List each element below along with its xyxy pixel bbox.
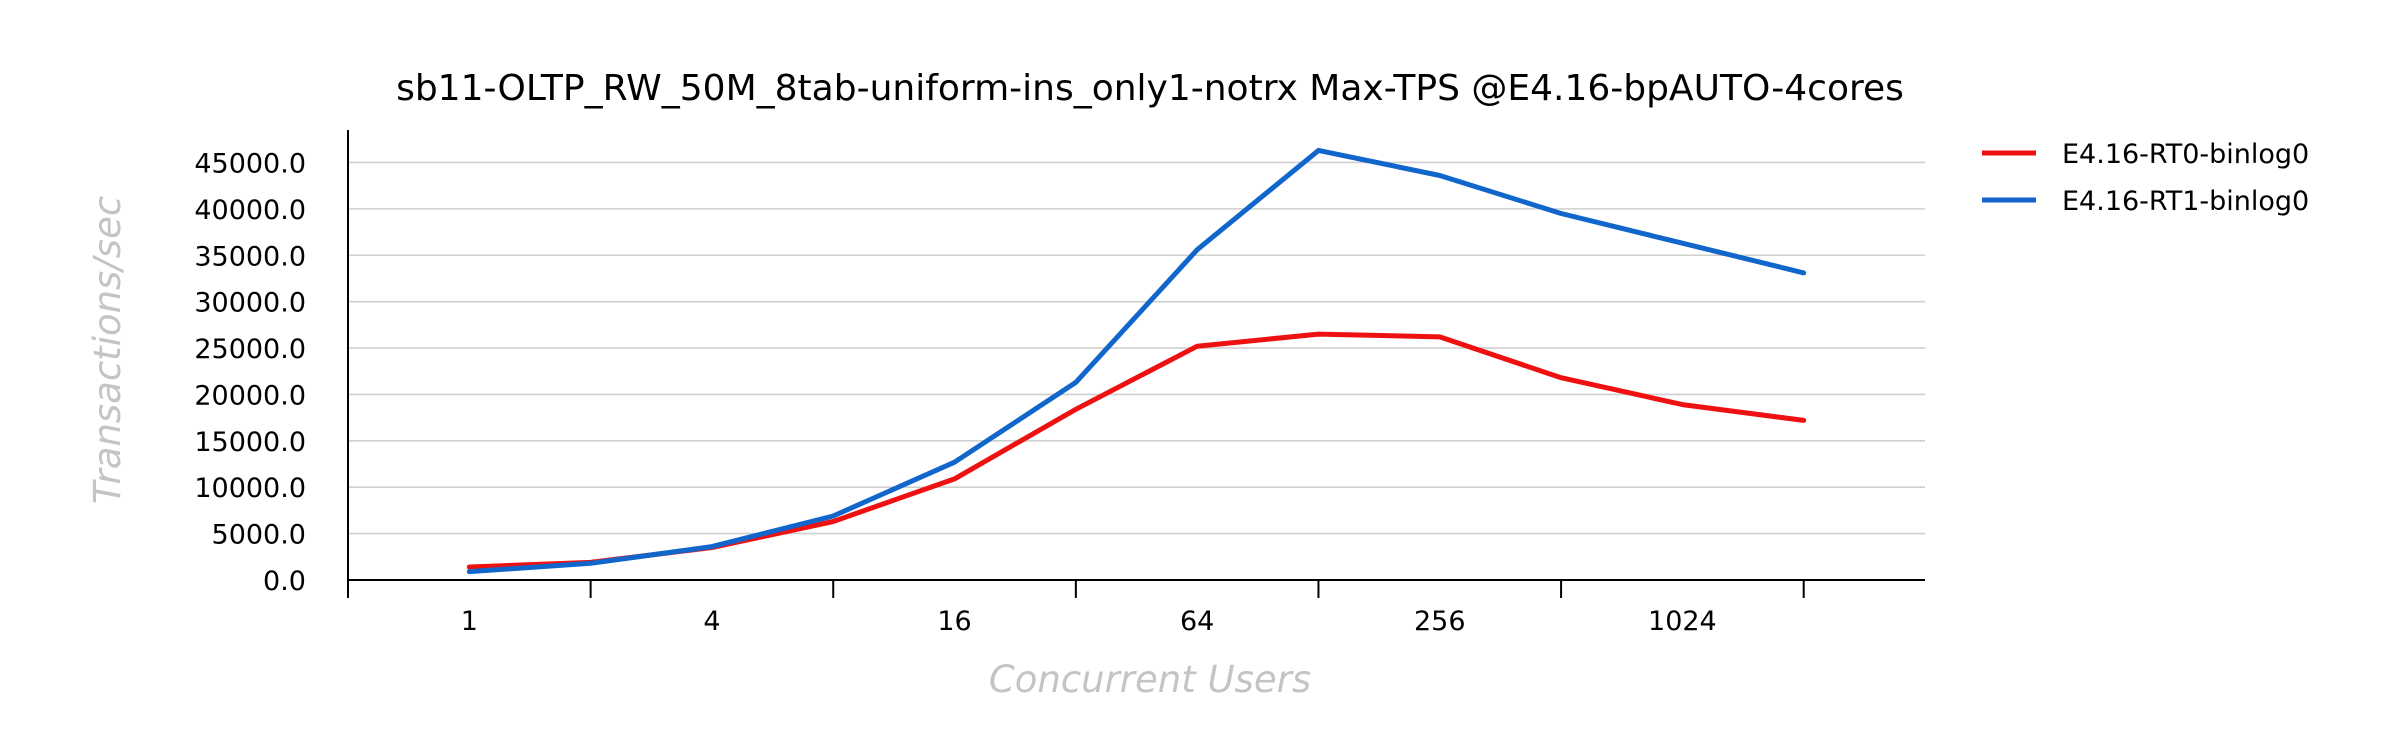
axes: 0.0 5000.0 10000.0 15000.0 20000.0 25000.0 300… [194,130,1925,637]
series-lines [466,147,1807,575]
x-tick-label: 1024 [1648,606,1717,637]
x-tick-label: 64 [1180,606,1214,637]
y-tick-label: 30000.0 [194,288,306,319]
x-tick-label: 4 [703,606,720,637]
legend-label-1: E4.16-RT0-binlog0 [2062,139,2309,170]
y-tick-label: 45000.0 [194,148,306,179]
legend-label-2: E4.16-RT1-binlog0 [2062,186,2309,217]
chart-title: sb11-OLTP_RW_50M_8tab-uniform-ins_only1-… [396,68,1904,109]
y-tick-label: 40000.0 [194,195,306,226]
y-tick-label: 25000.0 [194,334,306,365]
x-tick-label: 256 [1414,606,1466,637]
series-line-1 [466,331,1807,570]
y-tick-label: 0.0 [263,566,306,597]
y-tick-label: 20000.0 [194,380,306,411]
grid-lines [348,161,1925,535]
y-axis-label: Transactions/sec [86,196,129,504]
legend: E4.16-RT0-binlog0 E4.16-RT1-binlog0 [1982,139,2309,217]
x-tick-label: 1 [461,606,478,637]
x-axis-label: Concurrent Users [989,658,1311,701]
y-tick-label: 15000.0 [194,427,306,458]
y-tick-label: 5000.0 [212,520,306,551]
series-line-2 [466,147,1807,575]
x-tick-label: 16 [937,606,971,637]
y-tick-label: 35000.0 [194,241,306,272]
y-tick-label: 10000.0 [194,473,306,504]
